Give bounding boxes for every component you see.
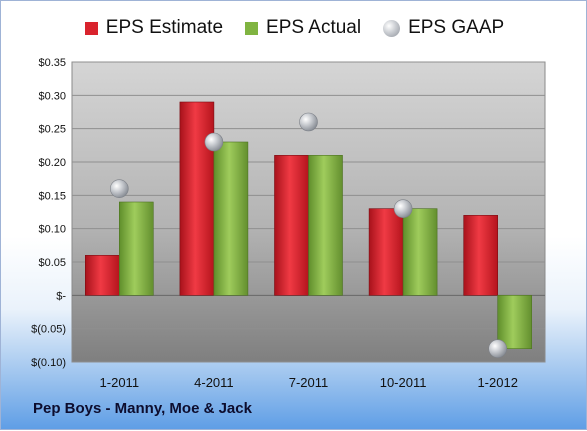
- y-tick-label: $0.25: [38, 124, 66, 136]
- legend-item-eps-gaap: EPS GAAP: [383, 17, 504, 39]
- legend-label-eps-actual: EPS Actual: [266, 17, 362, 38]
- legend-marker-eps-gaap: [383, 19, 401, 37]
- y-tick-label: $0.30: [38, 90, 66, 102]
- legend-item-eps-actual: EPS Actual: [245, 17, 361, 39]
- legend-swatch-eps-estimate: [84, 21, 98, 35]
- legend-label-eps-estimate: EPS Estimate: [105, 17, 224, 38]
- x-tick-label: 7-2011: [289, 375, 329, 390]
- marker-eps-gaap-1-2012: [488, 339, 508, 358]
- y-tick-label: $0.35: [38, 57, 66, 69]
- bar-eps-estimate-1-2012: [463, 215, 499, 296]
- x-axis-ticks: 1-2011 4-2011 7-2011 10-2011 1-2012: [100, 375, 518, 390]
- gaap-markers: [110, 112, 508, 358]
- y-tick-label: $(0.10): [31, 357, 66, 369]
- marker-eps-gaap-4-2011: [204, 132, 224, 152]
- company-name: Pep Boys - Manny, Moe & Jack: [33, 400, 252, 417]
- y-tick-label: $0.10: [38, 224, 66, 236]
- x-tick-label: 1-2012: [477, 375, 517, 390]
- y-tick-label: $0.05: [38, 257, 66, 269]
- bar-eps-estimate-7-2011: [274, 155, 309, 296]
- y-tick-label: $0.15: [38, 190, 66, 202]
- marker-eps-gaap-10-2011: [393, 199, 413, 218]
- bar-eps-actual-4-2011: [213, 141, 249, 296]
- x-tick-label: 10-2011: [380, 375, 427, 390]
- legend-swatch-eps-actual: [245, 21, 259, 35]
- bar-eps-estimate-1-2011: [85, 255, 120, 296]
- marker-eps-gaap-7-2011: [299, 112, 318, 132]
- y-tick-label: $0.20: [38, 157, 66, 169]
- y-tick-label: $(0.05): [31, 324, 66, 336]
- legend-item-eps-estimate: EPS Estimate: [84, 17, 224, 39]
- x-tick-label: 4-2011: [194, 375, 234, 390]
- bar-eps-actual-1-2011: [119, 201, 154, 296]
- bar-eps-actual-10-2011: [402, 208, 438, 296]
- y-axis-ticks: $0.35 $0.30 $0.25 $0.20 $0.15 $0.10 $0.05 $- $(0…: [31, 57, 66, 369]
- marker-eps-gaap-1-2011: [110, 179, 129, 198]
- bar-eps-actual-1-2012: [497, 295, 533, 349]
- x-tick-label: 1-2011: [100, 375, 140, 390]
- chart-legend: EPS Estimate EPS Actual EPS GAAP: [1, 17, 587, 39]
- bar-eps-actual-7-2011: [308, 155, 343, 296]
- bars: [85, 101, 533, 349]
- y-tick-label: $-: [56, 290, 66, 302]
- legend-label-eps-gaap: EPS GAAP: [408, 17, 505, 38]
- bar-eps-estimate-10-2011: [368, 208, 404, 296]
- bar-eps-estimate-4-2011: [179, 101, 215, 296]
